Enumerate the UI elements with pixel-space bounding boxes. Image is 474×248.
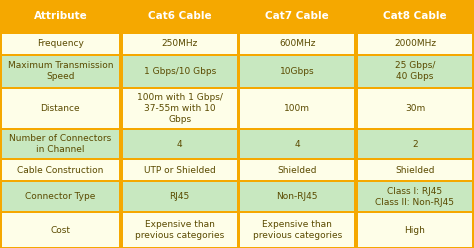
Text: Cat7 Cable: Cat7 Cable bbox=[265, 11, 329, 21]
Bar bbox=[356, 0, 474, 32]
Bar bbox=[240, 182, 354, 211]
Bar bbox=[121, 159, 238, 181]
Text: Attribute: Attribute bbox=[34, 11, 87, 21]
Bar bbox=[121, 32, 238, 55]
Bar bbox=[358, 182, 472, 211]
Text: 25 Gbps/
40 Gbps: 25 Gbps/ 40 Gbps bbox=[395, 61, 435, 81]
Bar bbox=[238, 0, 356, 32]
Bar bbox=[238, 55, 356, 88]
Bar bbox=[240, 213, 354, 247]
Text: 2000MHz: 2000MHz bbox=[394, 39, 436, 48]
Bar bbox=[358, 1, 472, 31]
Bar bbox=[2, 160, 119, 180]
Bar bbox=[356, 32, 474, 55]
Bar bbox=[121, 88, 238, 129]
Bar bbox=[356, 212, 474, 248]
Bar bbox=[121, 55, 238, 88]
Bar bbox=[121, 212, 238, 248]
Text: Connector Type: Connector Type bbox=[25, 192, 96, 201]
Bar bbox=[2, 33, 119, 54]
Bar bbox=[2, 89, 119, 128]
Bar bbox=[123, 130, 237, 158]
Bar bbox=[358, 213, 472, 247]
Bar bbox=[358, 33, 472, 54]
Bar bbox=[2, 56, 119, 87]
Bar bbox=[0, 212, 121, 248]
Bar bbox=[238, 159, 356, 181]
Bar bbox=[0, 159, 121, 181]
Bar bbox=[123, 213, 237, 247]
Bar bbox=[358, 160, 472, 180]
Bar bbox=[0, 0, 121, 32]
Bar bbox=[123, 182, 237, 211]
Bar bbox=[121, 181, 238, 212]
Bar bbox=[358, 130, 472, 158]
Bar bbox=[0, 32, 121, 55]
Bar bbox=[240, 130, 354, 158]
Text: High: High bbox=[404, 226, 426, 235]
Text: Cost: Cost bbox=[50, 226, 71, 235]
Bar bbox=[356, 129, 474, 159]
Text: Shielded: Shielded bbox=[277, 166, 317, 175]
Bar bbox=[240, 160, 354, 180]
Bar bbox=[240, 1, 354, 31]
Text: Non-RJ45: Non-RJ45 bbox=[276, 192, 318, 201]
Bar bbox=[2, 182, 119, 211]
Text: 250MHz: 250MHz bbox=[162, 39, 198, 48]
Bar bbox=[238, 212, 356, 248]
Bar bbox=[0, 55, 121, 88]
Bar bbox=[2, 213, 119, 247]
Text: Cable Construction: Cable Construction bbox=[17, 166, 104, 175]
Text: Distance: Distance bbox=[41, 104, 80, 113]
Bar bbox=[0, 88, 121, 129]
Bar bbox=[123, 160, 237, 180]
Text: 10Gbps: 10Gbps bbox=[280, 67, 315, 76]
Text: 2: 2 bbox=[412, 140, 418, 149]
Bar bbox=[238, 32, 356, 55]
Bar bbox=[240, 33, 354, 54]
Bar bbox=[356, 181, 474, 212]
Bar bbox=[240, 89, 354, 128]
Text: Shielded: Shielded bbox=[395, 166, 435, 175]
Text: 4: 4 bbox=[294, 140, 300, 149]
Text: 600MHz: 600MHz bbox=[279, 39, 316, 48]
Text: 1 Gbps/10 Gbps: 1 Gbps/10 Gbps bbox=[144, 67, 216, 76]
Text: 100m: 100m bbox=[284, 104, 310, 113]
Bar bbox=[0, 181, 121, 212]
Bar bbox=[240, 56, 354, 87]
Bar bbox=[123, 33, 237, 54]
Bar bbox=[238, 129, 356, 159]
Bar bbox=[123, 1, 237, 31]
Text: Cat8 Cable: Cat8 Cable bbox=[383, 11, 447, 21]
Bar bbox=[123, 89, 237, 128]
Text: Expensive than
previous categories: Expensive than previous categories bbox=[135, 220, 224, 240]
Text: Maximum Transmission
Speed: Maximum Transmission Speed bbox=[8, 61, 113, 81]
Text: Number of Connectors
in Channel: Number of Connectors in Channel bbox=[9, 134, 111, 154]
Text: Frequency: Frequency bbox=[37, 39, 84, 48]
Text: 4: 4 bbox=[177, 140, 182, 149]
Text: Class I: RJ45
Class II: Non-RJ45: Class I: RJ45 Class II: Non-RJ45 bbox=[375, 187, 455, 207]
Bar bbox=[121, 0, 238, 32]
Bar bbox=[0, 129, 121, 159]
Bar bbox=[356, 159, 474, 181]
Bar bbox=[238, 88, 356, 129]
Bar bbox=[123, 56, 237, 87]
Text: RJ45: RJ45 bbox=[170, 192, 190, 201]
Text: UTP or Shielded: UTP or Shielded bbox=[144, 166, 216, 175]
Bar bbox=[358, 56, 472, 87]
Bar bbox=[358, 89, 472, 128]
Text: Expensive than
previous categories: Expensive than previous categories bbox=[253, 220, 342, 240]
Text: 30m: 30m bbox=[405, 104, 425, 113]
Bar bbox=[238, 181, 356, 212]
Text: Cat6 Cable: Cat6 Cable bbox=[148, 11, 211, 21]
Text: 100m with 1 Gbps/
37-55m with 10
Gbps: 100m with 1 Gbps/ 37-55m with 10 Gbps bbox=[137, 93, 223, 124]
Bar bbox=[2, 1, 119, 31]
Bar bbox=[2, 130, 119, 158]
Bar bbox=[356, 55, 474, 88]
Bar bbox=[356, 88, 474, 129]
Bar bbox=[121, 129, 238, 159]
